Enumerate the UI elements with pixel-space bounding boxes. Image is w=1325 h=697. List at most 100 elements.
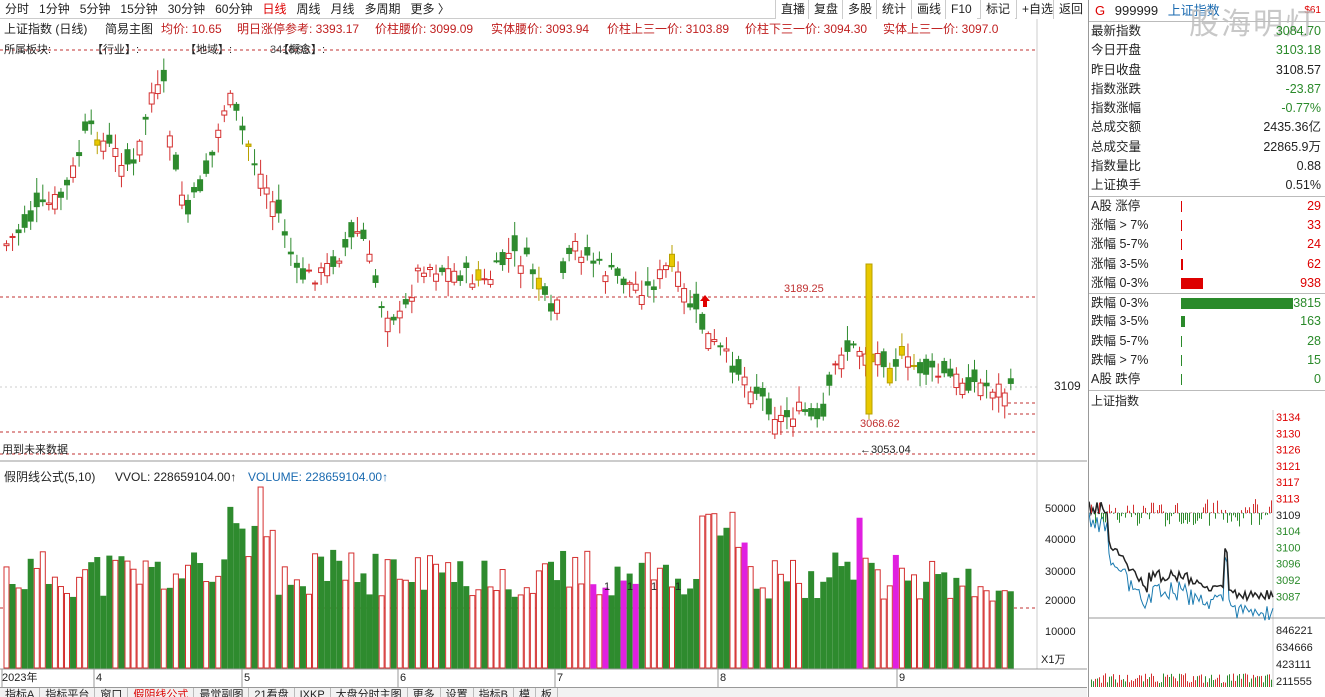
bottom-tab-0[interactable]: 指标A [0, 688, 41, 697]
candle [390, 316, 397, 321]
volume-bar [76, 576, 83, 669]
mini-volume-bar [1229, 673, 1230, 687]
mini-volume-bar [1215, 679, 1216, 687]
kline-chart-area[interactable]: 上证指数 (日线) 简易主图 均价: 10.65 明日涨停参考: 3393.17 价… [0, 19, 1087, 687]
candle [650, 286, 657, 291]
volume-bar [838, 566, 845, 669]
candle [378, 306, 385, 309]
sector-region[interactable]: 【地域】: [185, 43, 232, 56]
candle [342, 239, 349, 248]
mini-volume-bar [1173, 676, 1174, 687]
candle [850, 343, 857, 346]
volume-bar [112, 559, 119, 669]
toolbar-button-2[interactable]: 多股 [842, 0, 878, 19]
candle [106, 134, 113, 144]
toolbar-button-0[interactable]: 直播 [775, 0, 811, 19]
period-tab-10[interactable]: 更多 〉 [410, 1, 450, 16]
sector-industry[interactable]: 【行业】: [92, 43, 139, 56]
stat-value: 0.51% [1285, 178, 1321, 193]
period-tab-6[interactable]: 日线 [262, 1, 287, 16]
candle [596, 258, 603, 261]
period-tab-5[interactable]: 60分钟 [215, 1, 253, 16]
stat-row: 最新指数 3084.70 [1089, 22, 1325, 41]
volume-bar [771, 560, 778, 669]
volume-formula-label[interactable]: 假阴线公式(5,10) [4, 470, 95, 484]
bottom-tab-1[interactable]: 指标平台 [40, 688, 96, 697]
kline-chart-svg[interactable]: 上证指数 (日线) 简易主图 均价: 10.65 明日涨停参考: 3393.17 价… [0, 19, 1087, 687]
candle [372, 275, 379, 283]
mini-breadth-bar [1271, 500, 1272, 513]
candle [197, 179, 204, 192]
indicator-5: 价柱下三一价: 3094.30 [745, 21, 867, 36]
stat-label: 上证换手 [1091, 178, 1142, 193]
bottom-tab-3[interactable]: 假阴线公式 [128, 688, 195, 697]
volume-bar [802, 597, 809, 669]
volume-bar [953, 577, 960, 669]
period-tab-3[interactable]: 15分钟 [120, 1, 158, 16]
toolbar-button-1[interactable]: 复盘 [808, 0, 844, 19]
mini-breadth-bar [1203, 506, 1204, 513]
bottom-tab-6[interactable]: IXKP [295, 688, 331, 697]
candle [880, 351, 887, 368]
volume-bar [923, 581, 930, 669]
bottom-tab-2[interactable]: 窗口 [95, 688, 129, 697]
sector-concept[interactable]: 【概念】: [278, 42, 325, 56]
x-axis-label: 5 [244, 672, 250, 684]
bottom-tab-9[interactable]: 设置 [441, 688, 474, 697]
mini-breadth-bar [1131, 512, 1132, 517]
volume-bar [239, 528, 246, 669]
toolbar-button-5[interactable]: F10 [945, 0, 977, 19]
toolbar-button-7[interactable]: +自选 [1016, 0, 1059, 19]
bottom-tab-7[interactable]: 大盘分时主图 [331, 688, 408, 697]
period-tab-0[interactable]: 分时 [5, 1, 30, 16]
candle [396, 310, 403, 319]
candle [439, 267, 446, 273]
breadth-label: 跌幅 3-5% [1091, 314, 1149, 329]
toolbar-button-6[interactable]: 标记 [980, 0, 1016, 19]
mini-volume-bar [1157, 680, 1158, 687]
period-tab-1[interactable]: 1分钟 [39, 1, 70, 16]
mini-volume-bar [1107, 681, 1108, 687]
breadth-label: 涨幅 > 7% [1091, 217, 1149, 232]
period-tab-2[interactable]: 5分钟 [79, 1, 111, 16]
bottom-tab-12[interactable]: 板 [536, 688, 559, 697]
volume-bar [130, 568, 137, 669]
candle [523, 247, 530, 255]
indicator-6: 实体上三一价: 3097.0 [883, 21, 999, 36]
candle [82, 121, 89, 131]
mini-volume-bar [1241, 678, 1242, 687]
mini-price-tick: 3134 [1276, 412, 1300, 424]
candle [953, 373, 960, 389]
toolbar-button-8[interactable]: 返回 [1053, 0, 1089, 19]
volume-bar [136, 583, 143, 669]
period-tab-9[interactable]: 多周期 [364, 1, 401, 16]
breadth-value: 15 [1307, 353, 1321, 368]
toolbar-button-4[interactable]: 画线 [911, 0, 947, 19]
bottom-tab-5[interactable]: 21看盘 [249, 688, 295, 697]
period-tab-8[interactable]: 月线 [330, 1, 355, 16]
bottom-tab-4[interactable]: 最觉副图 [194, 688, 250, 697]
period-tab-4[interactable]: 30分钟 [167, 1, 206, 16]
mini-volume-bar [1217, 677, 1218, 687]
toolbar-button-3[interactable]: 统计 [876, 0, 912, 19]
bottom-tab-8[interactable]: 更多 [408, 688, 441, 697]
bottom-tab-11[interactable]: 模 [514, 688, 537, 697]
mini-volume-bar [1161, 681, 1162, 687]
mini-volume-bar [1225, 682, 1226, 687]
candle [21, 214, 28, 228]
candle [172, 154, 179, 170]
bottom-tab-10[interactable]: 指标B [474, 688, 515, 697]
mini-intraday-chart[interactable]: 3134 3130 3126 3121 3117 3113 3109 3104 3100 3096… [1089, 409, 1325, 687]
candle [517, 265, 524, 274]
stat-row: 指数涨幅 -0.77% [1089, 99, 1325, 118]
breadth-bar [1181, 277, 1204, 289]
mini-volume-bar [1177, 680, 1178, 687]
volume-bar [681, 594, 688, 669]
volume-bar [596, 594, 603, 669]
volume-bar [548, 561, 554, 669]
breadth-label: A股 涨停 [1091, 198, 1141, 213]
period-tab-7[interactable]: 周线 [296, 1, 321, 16]
main-formula-label[interactable]: 简易主图 [105, 22, 153, 36]
mini-volume-bar [1133, 680, 1134, 687]
candle [765, 398, 772, 415]
